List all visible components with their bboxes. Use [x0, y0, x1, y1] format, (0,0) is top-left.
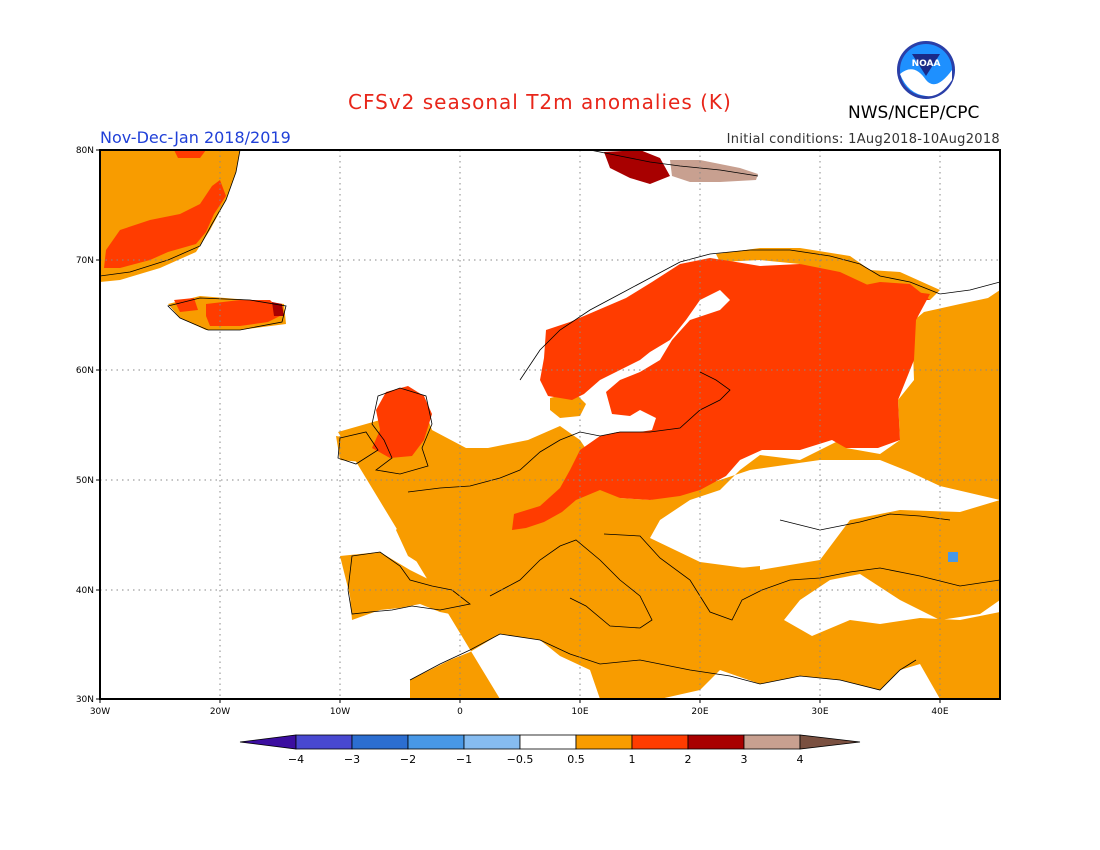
lat-label: 70N	[76, 256, 94, 266]
legend-swatch	[463, 734, 521, 750]
legend-swatch	[575, 734, 633, 750]
legend-label: −0.5	[507, 753, 534, 766]
lat-label: 50N	[76, 476, 94, 486]
lon-label: 40E	[931, 707, 948, 717]
forecast-period: Nov-Dec-Jan 2018/2019	[100, 128, 291, 147]
legend-label: −4	[288, 753, 304, 766]
coastlines	[100, 150, 1000, 691]
legend-label: −1	[456, 753, 472, 766]
legend-label: 0.5	[567, 753, 585, 766]
noaa-logo: NOAA	[897, 41, 955, 99]
lat-label: 40N	[76, 586, 94, 596]
anomaly-negative-spot	[948, 552, 958, 562]
logo-text: NOAA	[912, 59, 941, 69]
color-legend: −4 −3 −2 −1 −0.5 0.5 1 2 3 4	[239, 734, 861, 766]
lon-labels: 30W 20W 10W 0 10E 20E 30E 40E	[90, 707, 949, 717]
initial-conditions: Initial conditions: 1Aug2018-10Aug2018	[726, 132, 1000, 147]
map-title: CFSv2 seasonal T2m anomalies (K)	[348, 90, 732, 114]
lon-label: 30W	[90, 707, 110, 717]
legend-label: −2	[400, 753, 416, 766]
legend-label: −3	[344, 753, 360, 766]
legend-label: 2	[685, 753, 692, 766]
lat-labels: 30N 40N 50N 60N 70N 80N	[76, 146, 94, 705]
lon-label: 0	[457, 707, 463, 717]
legend-label: 3	[741, 753, 748, 766]
lon-label: 10W	[330, 707, 350, 717]
legend-label: 4	[797, 753, 804, 766]
legend-swatch	[295, 734, 353, 750]
lon-label: 30E	[811, 707, 828, 717]
lon-label: 20W	[210, 707, 230, 717]
anomaly-red-areas	[104, 150, 930, 530]
map-frame	[99, 149, 1001, 700]
legend-swatch	[687, 734, 745, 750]
legend-label: 1	[629, 753, 636, 766]
anomaly-brown-areas	[670, 160, 758, 182]
lon-label: 20E	[691, 707, 708, 717]
axis-ticks	[96, 149, 941, 703]
agency-label: NWS/NCEP/CPC	[848, 103, 980, 123]
legend-swatch	[519, 734, 577, 750]
legend-swatch	[631, 734, 689, 750]
anomaly-field	[100, 150, 1000, 699]
legend-arrow-low	[239, 734, 297, 750]
legend-swatch	[351, 734, 409, 750]
legend-arrow-high	[799, 734, 861, 750]
graticule	[100, 150, 1000, 699]
legend-swatch	[743, 734, 801, 750]
lat-label: 60N	[76, 366, 94, 376]
legend-swatch	[407, 734, 465, 750]
lon-label: 10E	[571, 707, 588, 717]
lat-label: 30N	[76, 695, 94, 705]
lat-label: 80N	[76, 146, 94, 156]
